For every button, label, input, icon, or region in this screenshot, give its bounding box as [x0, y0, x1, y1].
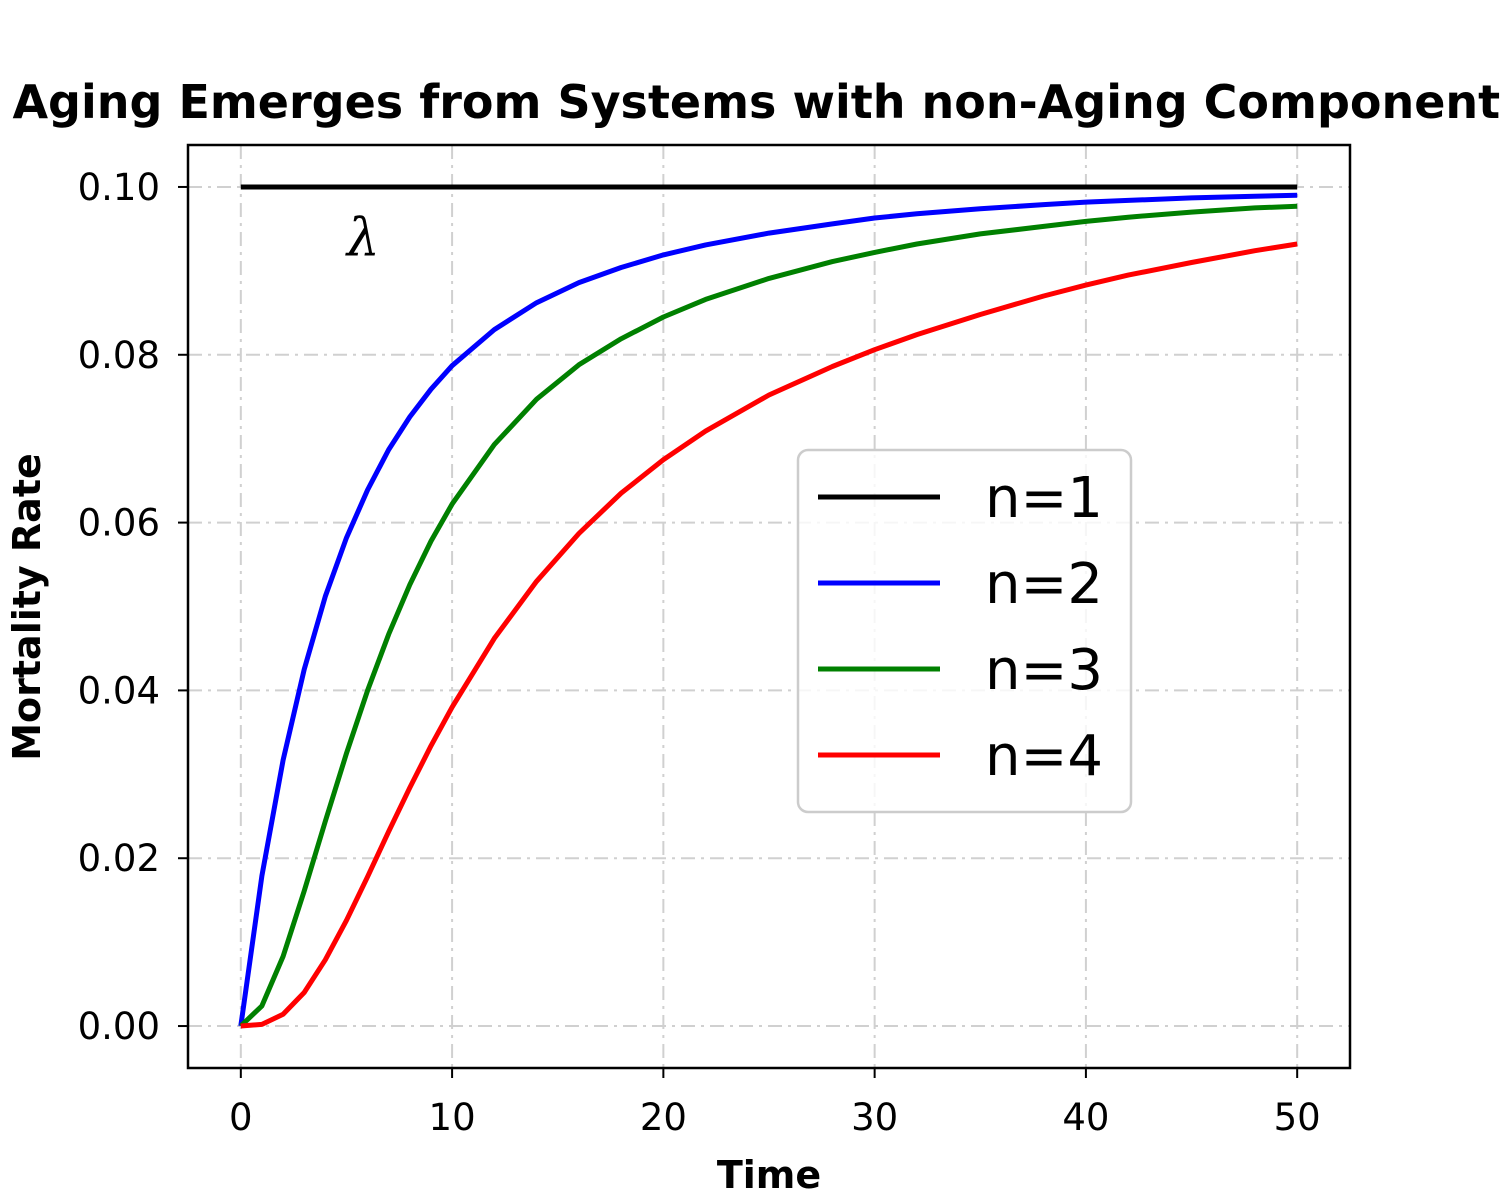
- x-tick-label: 0: [229, 1096, 253, 1139]
- x-tick-label: 50: [1274, 1096, 1321, 1139]
- series-line-3: [239, 203, 1298, 1028]
- x-tick-label: 10: [429, 1096, 476, 1139]
- y-tick-label: 0.00: [78, 1005, 160, 1048]
- y-tick-label: 0.06: [78, 502, 160, 545]
- plot-frame: [186, 143, 1352, 1070]
- legend: n=1 n=2 n=3 n=4: [796, 448, 1133, 814]
- y-tick-label: 0.04: [78, 669, 160, 712]
- x-tick-label: 20: [640, 1096, 687, 1139]
- series-lines: [238, 184, 1298, 1029]
- series-line-4: [240, 241, 1298, 1029]
- legend-label-3: n=3: [985, 638, 1103, 703]
- x-tick-label: 40: [1062, 1096, 1109, 1139]
- legend-box: [796, 448, 1133, 814]
- legend-label-4: n=4: [985, 724, 1103, 789]
- legend-label-2: n=2: [985, 552, 1103, 617]
- grid-lines: [188, 145, 1350, 1068]
- axis-ticks: 0 10 20 30 40 50 0.00 0.02 0.04 0.06 0.08 0.10: [78, 166, 1321, 1139]
- series-line-2: [238, 192, 1298, 1027]
- y-tick-label: 0.02: [78, 837, 160, 880]
- x-axis-label: Time: [717, 1153, 821, 1197]
- legend-label-1: n=1: [985, 466, 1103, 531]
- y-tick-label: 0.08: [78, 334, 160, 377]
- chart-title: Aging Emerges from Systems with non-Agin…: [12, 75, 1500, 129]
- x-tick-label: 30: [851, 1096, 898, 1139]
- y-axis-label: Mortality Rate: [5, 453, 49, 761]
- lambda-annotation: λ: [345, 208, 380, 268]
- y-tick-label: 0.10: [78, 166, 160, 209]
